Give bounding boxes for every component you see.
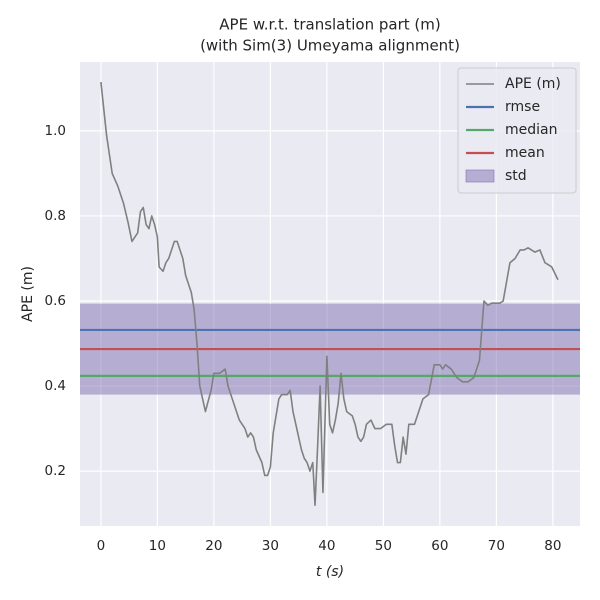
x-tick-label: 0 xyxy=(97,538,106,554)
x-tick-label: 80 xyxy=(544,538,561,554)
legend-label: std xyxy=(505,168,527,184)
x-tick-label: 10 xyxy=(149,538,166,554)
legend-label: rmse xyxy=(505,99,540,115)
x-tick-label: 70 xyxy=(488,538,505,554)
x-tick-label: 20 xyxy=(205,538,222,554)
x-axis-label: t (s) xyxy=(316,564,344,580)
y-tick-label: 0.8 xyxy=(45,208,66,224)
legend-box xyxy=(457,67,577,194)
y-tick-label: 1.0 xyxy=(45,123,66,139)
legend-label: mean xyxy=(505,145,545,161)
x-tick-label: 40 xyxy=(318,538,335,554)
ape-line xyxy=(100,81,559,506)
chart-subtitle: (with Sim(3) Umeyama alignment) xyxy=(200,37,460,55)
y-tick-label: 0.4 xyxy=(45,378,66,394)
legend-label: median xyxy=(505,122,557,138)
y-tick-label: 0.6 xyxy=(45,293,66,309)
y-tick-label: 0.2 xyxy=(45,463,66,479)
x-tick-label: 30 xyxy=(262,538,279,554)
chart-title: APE w.r.t. translation part (m) xyxy=(219,16,440,34)
x-tick-label: 50 xyxy=(375,538,392,554)
legend-swatch xyxy=(465,169,495,183)
y-axis-label: APE (m) xyxy=(20,266,36,322)
legend-label: APE (m) xyxy=(505,76,561,92)
x-tick-label: 60 xyxy=(431,538,448,554)
